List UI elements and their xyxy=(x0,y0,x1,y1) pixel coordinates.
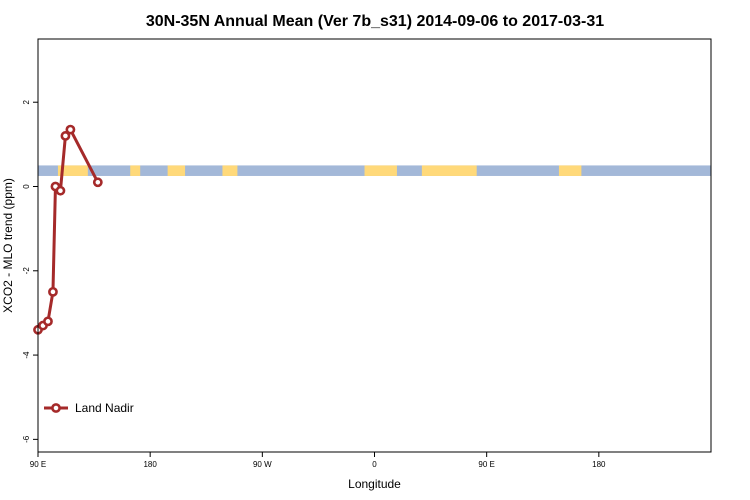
y-tick-label: 0 xyxy=(22,184,31,189)
x-tick-label: 90 W xyxy=(253,460,272,469)
land-band-segment xyxy=(558,165,582,176)
y-axis-label: XCO2 - MLO trend (ppm) xyxy=(1,178,15,313)
y-tick-label: -2 xyxy=(22,267,31,275)
data-point-land-nadir xyxy=(48,286,58,297)
y-tick-label: -6 xyxy=(22,435,31,443)
data-point-land-nadir xyxy=(60,131,71,141)
y-tick-label: -4 xyxy=(22,351,31,359)
x-tick-label: 90 E xyxy=(30,460,46,469)
land-band-segment xyxy=(130,165,141,176)
x-tick-label: 180 xyxy=(592,460,606,469)
plot-frame xyxy=(37,38,712,453)
x-tick-label: 0 xyxy=(372,460,377,469)
data-point-land-nadir xyxy=(65,124,76,135)
series-line-land-nadir xyxy=(37,128,100,331)
legend-marker-land-nadir xyxy=(51,403,61,413)
legend-label-land-nadir: Land Nadir xyxy=(75,401,134,415)
data-point-land-nadir xyxy=(55,185,66,196)
land-band-segment xyxy=(167,165,186,176)
land-band-segment xyxy=(57,165,88,176)
x-tick-label: 180 xyxy=(143,460,157,469)
chart-title: 30N-35N Annual Mean (Ver 7b_s31) 2014-09… xyxy=(146,13,604,30)
land-band-segment xyxy=(364,165,397,176)
y-tick-label: 2 xyxy=(22,99,31,104)
land-band-segment xyxy=(421,165,477,176)
x-tick-label: 90 E xyxy=(478,460,494,469)
data-point-land-nadir xyxy=(92,177,103,188)
land-band-segment xyxy=(222,165,238,176)
data-point-land-nadir xyxy=(43,316,53,327)
x-axis-label: Longitude xyxy=(348,477,401,491)
